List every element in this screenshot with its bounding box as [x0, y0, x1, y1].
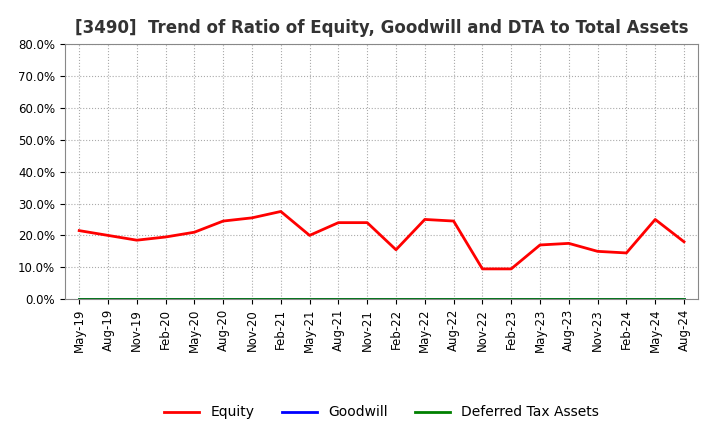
Deferred Tax Assets — [536, 297, 544, 302]
Goodwill — [190, 297, 199, 302]
Deferred Tax Assets — [478, 297, 487, 302]
Goodwill — [536, 297, 544, 302]
Deferred Tax Assets — [104, 297, 112, 302]
Goodwill — [276, 297, 285, 302]
Goodwill — [449, 297, 458, 302]
Deferred Tax Assets — [593, 297, 602, 302]
Deferred Tax Assets — [276, 297, 285, 302]
Goodwill — [478, 297, 487, 302]
Equity — [507, 266, 516, 271]
Deferred Tax Assets — [75, 297, 84, 302]
Deferred Tax Assets — [420, 297, 429, 302]
Goodwill — [161, 297, 170, 302]
Deferred Tax Assets — [219, 297, 228, 302]
Equity — [478, 266, 487, 271]
Equity — [680, 239, 688, 245]
Deferred Tax Assets — [507, 297, 516, 302]
Equity — [420, 217, 429, 222]
Goodwill — [680, 297, 688, 302]
Equity — [564, 241, 573, 246]
Equity — [219, 218, 228, 224]
Equity — [75, 228, 84, 233]
Deferred Tax Assets — [651, 297, 660, 302]
Line: Equity: Equity — [79, 212, 684, 269]
Deferred Tax Assets — [680, 297, 688, 302]
Goodwill — [507, 297, 516, 302]
Goodwill — [622, 297, 631, 302]
Goodwill — [564, 297, 573, 302]
Goodwill — [420, 297, 429, 302]
Deferred Tax Assets — [305, 297, 314, 302]
Title: [3490]  Trend of Ratio of Equity, Goodwill and DTA to Total Assets: [3490] Trend of Ratio of Equity, Goodwil… — [75, 19, 688, 37]
Equity — [593, 249, 602, 254]
Goodwill — [651, 297, 660, 302]
Goodwill — [392, 297, 400, 302]
Equity — [622, 250, 631, 256]
Equity — [449, 218, 458, 224]
Legend: Equity, Goodwill, Deferred Tax Assets: Equity, Goodwill, Deferred Tax Assets — [159, 400, 604, 425]
Equity — [334, 220, 343, 225]
Deferred Tax Assets — [132, 297, 141, 302]
Equity — [104, 233, 112, 238]
Equity — [305, 233, 314, 238]
Equity — [161, 235, 170, 240]
Goodwill — [104, 297, 112, 302]
Equity — [190, 230, 199, 235]
Deferred Tax Assets — [190, 297, 199, 302]
Goodwill — [219, 297, 228, 302]
Goodwill — [305, 297, 314, 302]
Equity — [276, 209, 285, 214]
Deferred Tax Assets — [363, 297, 372, 302]
Equity — [392, 247, 400, 253]
Equity — [248, 215, 256, 220]
Goodwill — [75, 297, 84, 302]
Goodwill — [593, 297, 602, 302]
Deferred Tax Assets — [564, 297, 573, 302]
Goodwill — [363, 297, 372, 302]
Goodwill — [248, 297, 256, 302]
Deferred Tax Assets — [248, 297, 256, 302]
Equity — [651, 217, 660, 222]
Deferred Tax Assets — [161, 297, 170, 302]
Goodwill — [132, 297, 141, 302]
Equity — [363, 220, 372, 225]
Goodwill — [334, 297, 343, 302]
Deferred Tax Assets — [449, 297, 458, 302]
Deferred Tax Assets — [622, 297, 631, 302]
Equity — [132, 238, 141, 243]
Deferred Tax Assets — [334, 297, 343, 302]
Deferred Tax Assets — [392, 297, 400, 302]
Equity — [536, 242, 544, 248]
